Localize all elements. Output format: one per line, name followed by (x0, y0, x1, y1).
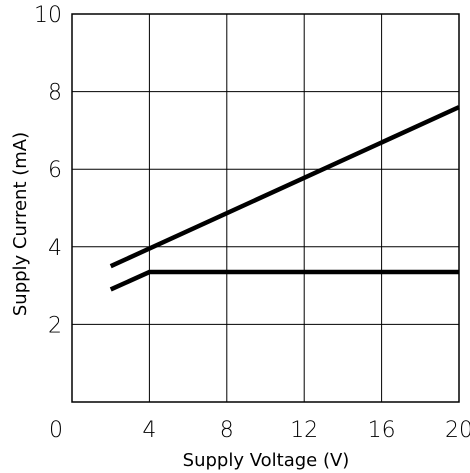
series-line-1 (109, 105, 460, 269)
y-tick-label: 10 (34, 3, 62, 28)
series-line-2 (109, 269, 459, 292)
y-axis-label: Supply Current (mA) (10, 132, 31, 316)
grid (71, 13, 460, 403)
series-group (109, 105, 460, 292)
x-tick-label: 0 (49, 418, 63, 443)
x-tick-label: 8 (220, 418, 234, 443)
x-tick-labels: 0 4 8 12 16 20 (49, 418, 470, 443)
y-tick-label: 6 (48, 158, 62, 183)
y-tick-label: 8 (48, 81, 62, 106)
x-tick-label: 20 (445, 418, 470, 443)
y-tick-labels: 2 4 6 8 10 (34, 3, 62, 338)
x-axis-label: Supply Voltage (V) (183, 450, 350, 471)
x-tick-label: 16 (368, 418, 396, 443)
y-tick-label: 2 (48, 313, 62, 338)
plot-frame (71, 13, 460, 403)
x-tick-label: 12 (290, 418, 318, 443)
x-tick-label: 4 (142, 418, 156, 443)
y-tick-label: 4 (48, 236, 62, 261)
